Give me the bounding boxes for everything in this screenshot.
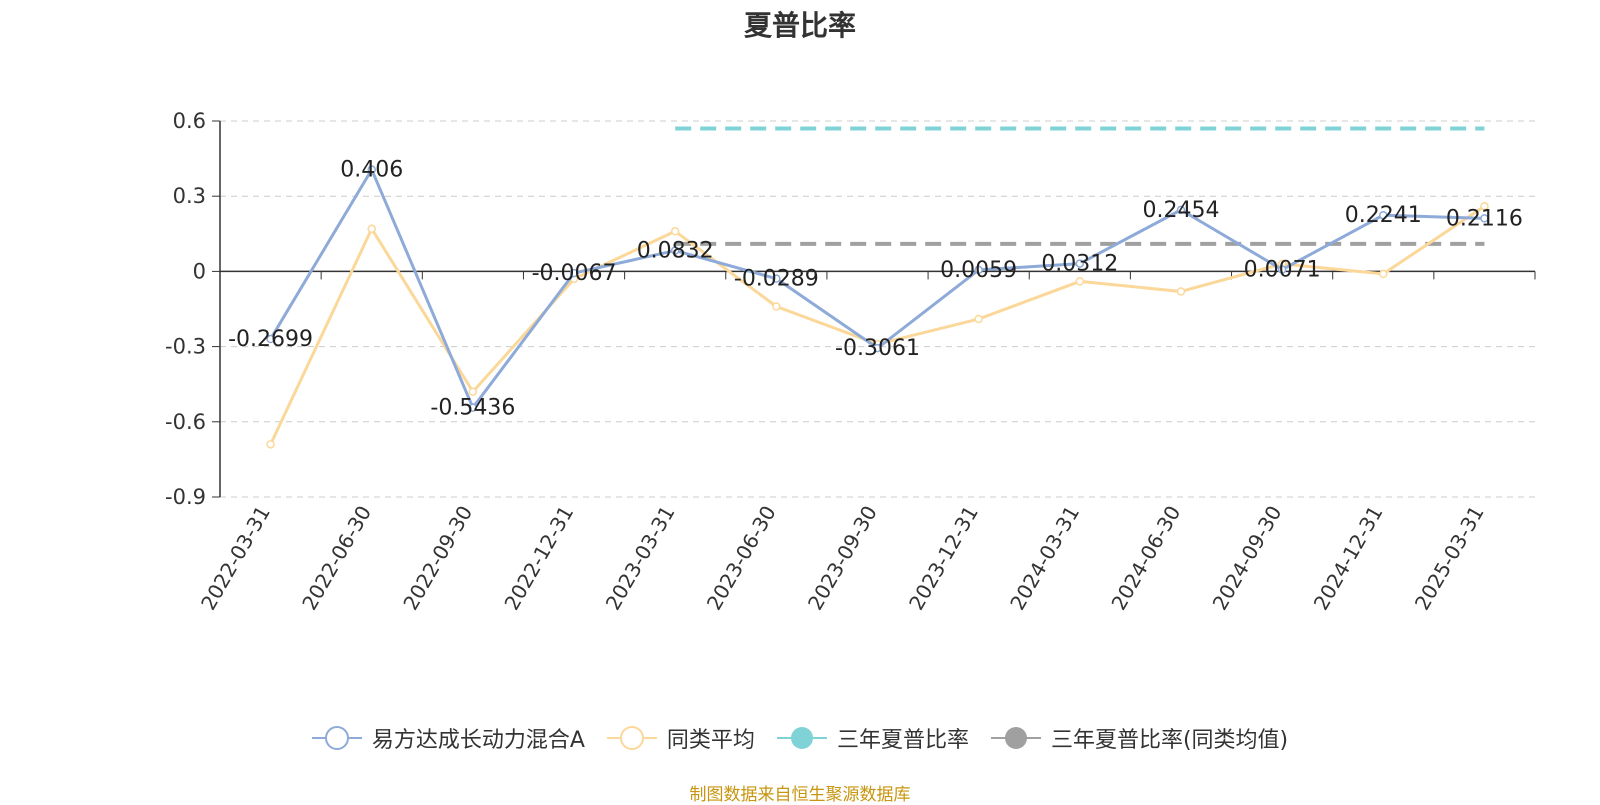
data-point[interactable] bbox=[1176, 205, 1186, 215]
data-point[interactable] bbox=[1277, 265, 1287, 274]
data-label: -0.5436 bbox=[430, 396, 515, 421]
x-tick-label: 2024-06-30 bbox=[1106, 502, 1185, 615]
legend-marker-peer-average bbox=[606, 726, 657, 750]
data-label: 0.0832 bbox=[637, 239, 714, 264]
data-label: 0.2116 bbox=[1446, 206, 1523, 231]
data-label: -0.3061 bbox=[835, 336, 920, 361]
legend: 易方达成长动力混合A 同类平均 三年夏普比率 三年夏普比率(同类均值) bbox=[0, 722, 1600, 754]
data-point[interactable] bbox=[772, 274, 781, 283]
series-line bbox=[269, 168, 1485, 410]
data-point[interactable] bbox=[1075, 259, 1085, 268]
data-label: 0.0071 bbox=[1244, 258, 1321, 283]
y-tick-label: -0.6 bbox=[165, 410, 206, 434]
x-tick-label: 2023-12-31 bbox=[904, 501, 983, 614]
data-point[interactable] bbox=[468, 387, 478, 396]
data-point[interactable] bbox=[1379, 210, 1388, 220]
legend-item-three-year[interactable]: 三年夏普比率 bbox=[776, 722, 969, 754]
y-tick-label: 0.3 bbox=[173, 184, 206, 208]
x-tick-label: 2024-03-31 bbox=[1005, 502, 1084, 615]
data-point[interactable] bbox=[569, 268, 579, 278]
data-label: 0.2241 bbox=[1345, 203, 1422, 228]
data-point[interactable] bbox=[974, 265, 983, 275]
series-layer bbox=[266, 165, 1489, 449]
x-tick-label: 2022-06-30 bbox=[297, 502, 376, 615]
legend-marker-three-year bbox=[776, 727, 827, 749]
x-tick-label: 2023-09-30 bbox=[803, 502, 882, 615]
x-tick-label: 2023-06-30 bbox=[702, 502, 781, 615]
data-label: 0.406 bbox=[340, 158, 403, 183]
y-tick-label: -0.3 bbox=[165, 335, 206, 359]
chart-title: 夏普比率 bbox=[743, 9, 856, 42]
legend-item-peer-average[interactable]: 同类平均 bbox=[606, 722, 755, 754]
legend-marker-fund bbox=[311, 726, 362, 750]
data-point[interactable] bbox=[1176, 287, 1186, 296]
legend-label-fund: 易方达成长动力混合A bbox=[371, 728, 585, 753]
reference-lines bbox=[675, 126, 1485, 246]
data-label: -0.2699 bbox=[228, 327, 313, 352]
legend-label-three-year: 三年夏普比率 bbox=[836, 728, 969, 753]
data-point[interactable] bbox=[974, 314, 983, 324]
x-tick-label: 2022-12-31 bbox=[499, 502, 578, 615]
legend-marker-three-year-peer bbox=[990, 727, 1041, 749]
data-label: -0.0289 bbox=[734, 267, 819, 292]
x-tick-label: 2022-03-31 bbox=[196, 502, 275, 615]
y-tick-label: -0.9 bbox=[165, 485, 206, 509]
data-point[interactable] bbox=[670, 227, 680, 236]
data-point[interactable] bbox=[1480, 201, 1489, 211]
data-source-note: 制图数据来自恒生聚源数据库 bbox=[689, 785, 911, 805]
data-point[interactable] bbox=[468, 403, 478, 412]
data-point[interactable] bbox=[1379, 269, 1388, 279]
x-tick-label: 2025-03-31 bbox=[1410, 502, 1489, 615]
y-tick-label: 0 bbox=[193, 259, 206, 283]
x-tick-label: 2024-09-30 bbox=[1208, 502, 1287, 615]
data-labels: -0.2699 0.406 -0.5436 -0.0067 0.0832 -0.0289 -… bbox=[228, 158, 1523, 421]
data-label: 0.2454 bbox=[1142, 198, 1219, 223]
data-point[interactable] bbox=[367, 165, 376, 174]
x-tick-label: 2022-09-30 bbox=[398, 502, 477, 615]
data-label: -0.0067 bbox=[532, 261, 617, 286]
data-point[interactable] bbox=[873, 343, 882, 353]
legend-item-fund[interactable]: 易方达成长动力混合A bbox=[311, 722, 585, 754]
data-point[interactable] bbox=[266, 440, 275, 449]
legend-label-peer-average: 同类平均 bbox=[666, 728, 755, 753]
data-label: 0.0312 bbox=[1041, 252, 1118, 277]
data-point[interactable] bbox=[1075, 277, 1085, 286]
data-point[interactable] bbox=[367, 224, 376, 234]
data-label: 0.0059 bbox=[940, 258, 1017, 283]
data-point[interactable] bbox=[772, 302, 781, 311]
x-tick-label: 2023-03-31 bbox=[601, 502, 680, 615]
x-tick-label: 2024-12-31 bbox=[1309, 502, 1388, 615]
data-point[interactable] bbox=[266, 334, 275, 344]
data-point[interactable] bbox=[670, 246, 680, 255]
legend-label-three-year-peer: 三年夏普比率(同类均值) bbox=[1050, 728, 1289, 753]
grid-layer bbox=[220, 120, 1535, 498]
y-tick-label: 0.6 bbox=[173, 109, 206, 133]
legend-item-three-year-peer[interactable]: 三年夏普比率(同类均值) bbox=[990, 722, 1289, 754]
data-point[interactable] bbox=[1480, 214, 1489, 223]
